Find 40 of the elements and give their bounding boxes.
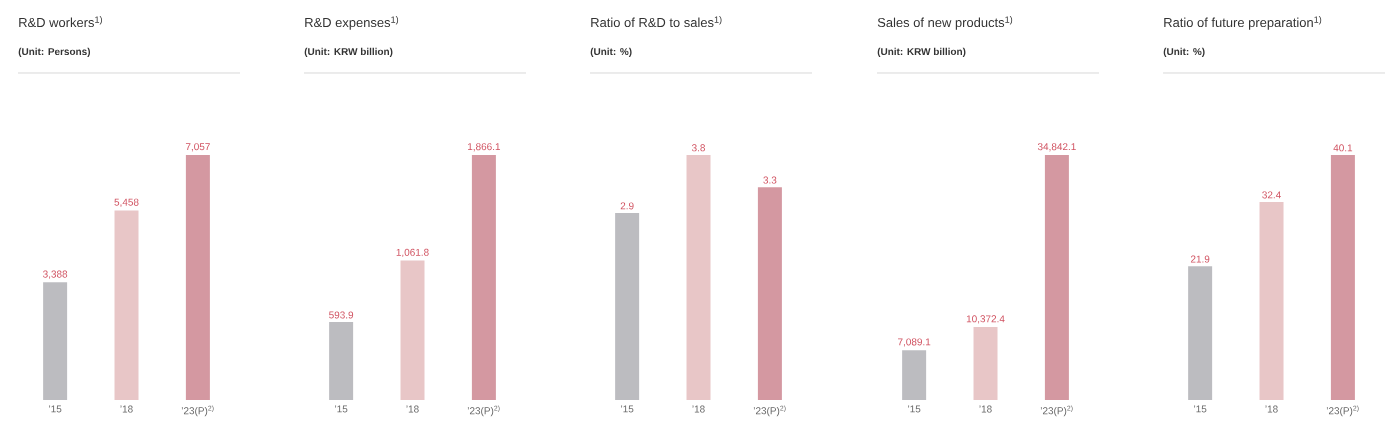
data-label: 1,061.8 bbox=[396, 248, 429, 258]
chart-title: R&D workers$^{1)}$ bbox=[19, 16, 102, 28]
x-tick-label: ’15 bbox=[908, 405, 921, 413]
x-tick-label: ’18 bbox=[120, 405, 133, 413]
x-tick-label: ’23(P)$^{2)}$ bbox=[1326, 405, 1359, 417]
data-label: 2.9 bbox=[620, 202, 634, 210]
x-tick-label: ’23(P)$^{2)}$ bbox=[181, 405, 214, 417]
chart-subtitle: (Unit: Persons) bbox=[18, 47, 91, 58]
data-label: 21.9 bbox=[1190, 255, 1210, 263]
data-label: 7,089.1 bbox=[898, 338, 931, 347]
x-tick-label: ’18 bbox=[1265, 405, 1278, 413]
data-label: 10,372.4 bbox=[966, 315, 1005, 324]
x-tick-label: ’18 bbox=[692, 405, 705, 413]
data-label: 34,842.1 bbox=[1037, 143, 1076, 152]
x-tick-label: ’15 bbox=[621, 405, 634, 413]
chart-title: Ratio of R&D to sales$^{1)}$ bbox=[591, 16, 722, 28]
data-label: 3.8 bbox=[691, 144, 706, 152]
data-label: 40.1 bbox=[1333, 144, 1353, 152]
chart-subtitle: (Unit: %) bbox=[1163, 47, 1205, 58]
chart-title: Ratio of future preparation$^{1)}$ bbox=[1164, 16, 1322, 30]
x-tick-label: ’23(P)$^{2)}$ bbox=[467, 405, 500, 417]
chart-title: R&D expenses$^{1)}$ bbox=[305, 16, 399, 30]
data-label: 7,057 bbox=[185, 143, 210, 152]
chart-subtitle: (Unit: KRW billion) bbox=[304, 47, 393, 58]
data-label: 3.3 bbox=[763, 176, 777, 184]
chart-subtitle: (Unit: %) bbox=[590, 47, 632, 58]
data-label: 1,866.1 bbox=[468, 143, 501, 152]
data-label: 593.9 bbox=[329, 311, 354, 319]
x-tick-label: ’18 bbox=[406, 405, 419, 413]
data-label: 32.4 bbox=[1262, 191, 1281, 199]
x-tick-label: ’15 bbox=[335, 405, 348, 413]
x-tick-label: ’15 bbox=[1194, 405, 1207, 413]
data-label: 3,388 bbox=[43, 270, 68, 279]
x-tick-label: ’18 bbox=[979, 405, 992, 413]
x-tick-label: ’23(P)$^{2)}$ bbox=[753, 405, 786, 417]
x-tick-label: ’15 bbox=[49, 405, 62, 413]
chart-title: Sales of new products$^{1)}$ bbox=[877, 16, 1013, 30]
x-tick-label: ’23(P)$^{2)}$ bbox=[1040, 405, 1073, 417]
data-label: 5,458 bbox=[114, 198, 139, 207]
chart-subtitle: (Unit: KRW billion) bbox=[877, 47, 966, 58]
